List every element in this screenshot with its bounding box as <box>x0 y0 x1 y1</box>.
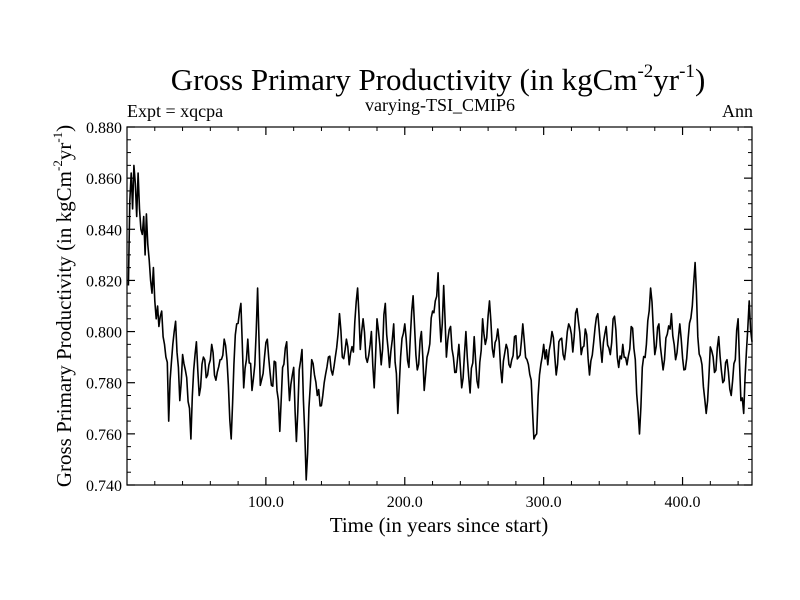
season-label: Ann <box>722 101 753 121</box>
experiment-label: Expt = xqcpa <box>127 101 223 121</box>
y-tick-label: 0.860 <box>86 171 122 188</box>
y-tick-label: 0.780 <box>86 376 122 393</box>
series-line-gpp <box>127 164 753 481</box>
y-axis: 0.740 0.760 0.780 0.800 0.820 0.840 0.860 0.880 <box>86 120 752 495</box>
y-axis-label: Gross Primary Productivity (in kgCm-2yr-… <box>50 125 76 487</box>
y-tick-label: 0.740 <box>86 478 122 495</box>
chart-subtitle: varying-TSI_CMIP6 <box>365 95 515 115</box>
y-tick-label: 0.820 <box>86 273 122 290</box>
y-tick-label: 0.840 <box>86 222 122 239</box>
x-axis-label: Time (in years since start) <box>330 513 549 537</box>
y-tick-label: 0.880 <box>86 120 122 137</box>
x-tick-label: 300.0 <box>526 494 562 511</box>
chart-title: Gross Primary Productivity (in kgCm-2yr-… <box>171 61 706 97</box>
y-tick-label: 0.760 <box>86 427 122 444</box>
y-tick-label: 0.800 <box>86 325 122 342</box>
x-tick-label: 100.0 <box>248 494 284 511</box>
x-tick-label: 200.0 <box>387 494 423 511</box>
x-axis: 100.0 200.0 300.0 400.0 <box>154 127 739 511</box>
x-tick-label: 400.0 <box>665 494 701 511</box>
